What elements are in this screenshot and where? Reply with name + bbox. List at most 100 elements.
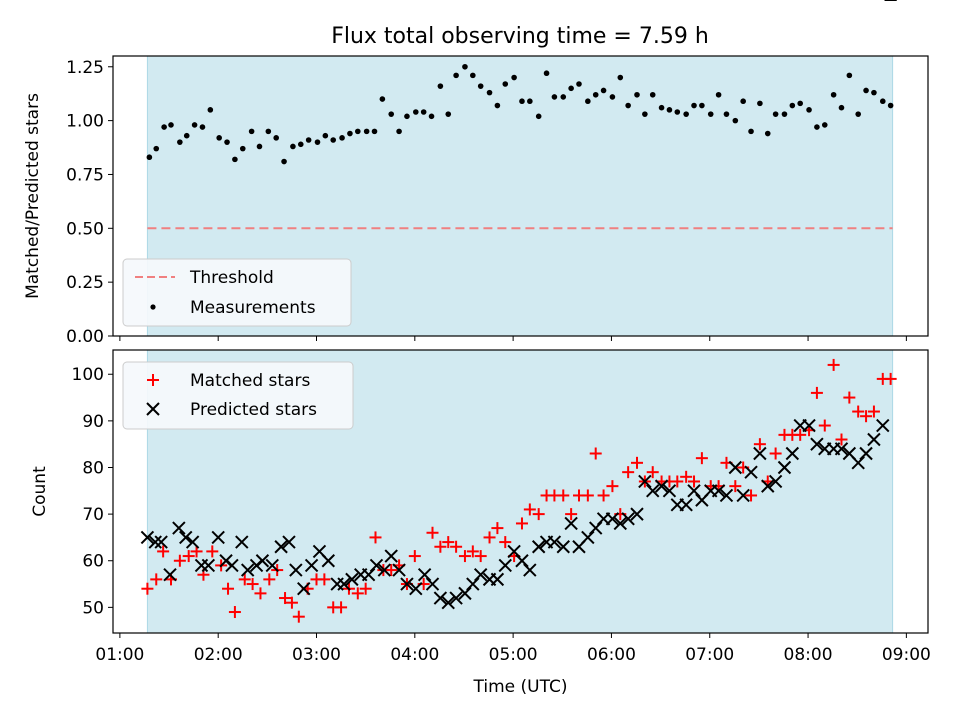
measurement-point xyxy=(437,83,444,89)
measurement-point xyxy=(146,154,153,161)
measurement-point xyxy=(576,81,582,87)
measurement-point xyxy=(806,107,812,113)
matched-star-point xyxy=(884,372,897,385)
matched-star-point xyxy=(474,550,487,563)
measurement-point xyxy=(191,122,198,128)
matched-star-point xyxy=(292,610,305,623)
measurement-point xyxy=(789,102,796,109)
measurement-point xyxy=(330,137,337,143)
matched-star-point xyxy=(182,550,195,563)
predicted-star-point xyxy=(687,484,701,498)
matched-star-point xyxy=(279,592,292,605)
matched-star-point xyxy=(335,601,348,614)
matched-star-point xyxy=(606,480,619,493)
predicted-star-point xyxy=(433,591,448,605)
measurement-point xyxy=(797,100,803,107)
measurement-point xyxy=(486,89,493,96)
ratio-y-ticks: 0.00 0.25 0.50 0.75 1.00 1.25 xyxy=(66,58,113,347)
measurement-point xyxy=(855,111,861,117)
predicted-star-point xyxy=(556,540,570,554)
count-x-ticks: 01:00 02:00 03:00 04:00 05:00 06:00 07:00 08:00… xyxy=(95,633,931,665)
matched-star-point xyxy=(622,466,635,479)
predicted-star-point xyxy=(630,507,644,521)
measurement-point xyxy=(502,81,509,87)
measurement-point xyxy=(748,128,754,135)
predicted-star-point xyxy=(400,577,414,591)
measurement-point xyxy=(511,74,517,81)
predicted-star-point xyxy=(810,437,824,451)
predicted-star-point xyxy=(337,577,351,591)
predicted-star-point xyxy=(719,488,734,503)
matched-star-point xyxy=(688,475,701,488)
measurement-point xyxy=(609,94,616,100)
measurement-point xyxy=(519,98,525,105)
predicted-star-point xyxy=(507,544,521,559)
predicted-legend-swatch xyxy=(146,402,160,416)
count-y-ticks: 50 60 70 80 90 100 xyxy=(72,365,113,618)
measurement-point xyxy=(732,117,739,124)
matched-star-point xyxy=(466,545,479,558)
matched-star-point xyxy=(369,531,382,544)
matched-star-point xyxy=(589,447,602,460)
predicted-star-point xyxy=(547,535,562,549)
predicted-star-point xyxy=(140,530,155,545)
matched-star-point xyxy=(351,587,364,600)
predicted-star-point xyxy=(589,521,603,535)
predicted-stars-points xyxy=(140,0,897,610)
predicted-star-point xyxy=(466,577,480,591)
predicted-star-point xyxy=(473,568,488,582)
measurement-point xyxy=(535,113,542,120)
measurement-point xyxy=(168,122,174,128)
predicted-star-point xyxy=(225,558,239,573)
measurement-point xyxy=(527,98,533,105)
threshold-legend-label: Threshold xyxy=(189,268,274,288)
matched-star-point xyxy=(852,405,865,418)
matched-star-point xyxy=(254,587,267,600)
matched-star-point xyxy=(359,582,372,595)
ratio-x-ticks xyxy=(119,336,907,341)
measurement-point xyxy=(305,137,312,143)
matched-star-point xyxy=(141,582,154,595)
predicted-star-point xyxy=(345,572,359,587)
measurement-point xyxy=(470,72,476,79)
measurement-point xyxy=(297,141,304,148)
predicted-star-point xyxy=(728,460,743,475)
measurement-point xyxy=(642,111,648,117)
predicted-star-point xyxy=(211,530,225,545)
ratio-y-tick-label: 1.25 xyxy=(66,58,104,78)
matched-star-point xyxy=(835,433,848,446)
measurements-legend-label: Measurements xyxy=(190,298,316,318)
measurement-point xyxy=(649,91,656,98)
matched-star-point xyxy=(695,452,708,465)
matched-star-point xyxy=(285,596,298,609)
matched-star-point xyxy=(827,358,840,371)
x-tick-label: 01:00 xyxy=(95,645,144,665)
predicted-star-point xyxy=(441,595,455,610)
matched-star-point xyxy=(810,386,823,399)
ratio-y-tick-label: 0.75 xyxy=(66,165,104,185)
matched-star-point xyxy=(523,503,536,516)
count-legend: Matched stars Predicted stars xyxy=(122,361,354,430)
matched-star-point xyxy=(794,428,807,441)
measurement-point xyxy=(821,122,828,128)
matched-star-point xyxy=(426,526,439,539)
matched-star-point xyxy=(680,470,693,483)
measurement-point xyxy=(177,139,183,145)
measurement-point xyxy=(339,135,345,141)
predicted-star-point xyxy=(605,512,620,526)
x-tick-label: 06:00 xyxy=(587,645,636,665)
predicted-star-point xyxy=(458,586,472,601)
count-legend-box xyxy=(122,361,354,430)
predicted-star-point xyxy=(297,582,311,596)
measurement-point xyxy=(363,128,370,135)
measurement-points xyxy=(146,63,894,165)
predicted-star-point xyxy=(851,456,865,470)
predicted-star-point xyxy=(638,474,652,489)
measurement-point xyxy=(396,128,402,135)
predicted-star-point xyxy=(289,563,303,577)
measurement-point xyxy=(265,128,272,135)
matched-legend-swatch xyxy=(147,374,159,386)
matched-star-point xyxy=(222,582,235,595)
measurement-point xyxy=(887,102,894,109)
